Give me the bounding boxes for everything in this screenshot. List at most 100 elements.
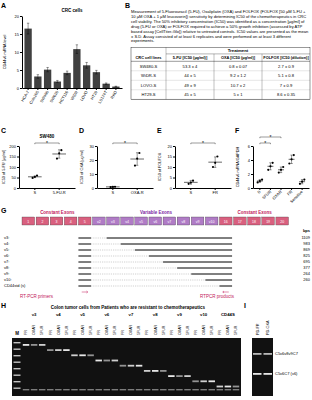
exon <box>50 217 63 225</box>
x-tick: LOVO <box>79 88 89 102</box>
panel-label: A <box>1 2 6 9</box>
bar <box>24 29 31 88</box>
x-axis: SFR <box>176 188 232 195</box>
variant-label: v9: <box>4 271 9 276</box>
error-bar <box>76 45 78 54</box>
marks <box>257 154 306 185</box>
y-tick-mark <box>17 157 19 158</box>
x-tick: RKO <box>109 88 118 100</box>
marks <box>24 23 119 88</box>
product-segment <box>78 262 91 263</box>
y-tick-label: 200 <box>9 144 16 149</box>
y-tick: 10 <box>15 50 22 55</box>
band <box>192 389 198 390</box>
table-cell: 9.2 ± 1.2 <box>230 73 247 78</box>
x-axis: HCA-7Colo205SW480SW620HCT116WiDRLOVOHT29… <box>20 88 123 105</box>
error-bar <box>105 83 107 84</box>
bar <box>34 76 41 88</box>
y-tick-mark <box>251 146 253 147</box>
exon <box>248 217 261 225</box>
x-axis-line <box>176 188 232 189</box>
bar <box>63 73 70 88</box>
band <box>14 349 21 350</box>
y-axis-line <box>253 147 254 189</box>
bar <box>73 49 80 88</box>
x-tick-mark <box>96 88 97 90</box>
error-bar <box>58 150 60 158</box>
y-axis: 0102030 <box>90 144 98 191</box>
variant-label: v6: <box>4 253 9 258</box>
band <box>120 365 126 367</box>
point <box>299 183 301 185</box>
group-label: v4 <box>56 312 61 317</box>
y-axis-line <box>97 147 98 189</box>
product-segment <box>219 286 232 287</box>
band <box>79 354 85 356</box>
error-bar <box>259 180 261 183</box>
band <box>233 389 239 390</box>
significance-label: * <box>202 140 204 146</box>
y-tick-mark <box>251 174 253 175</box>
band-label: C5v6C7 (v6) <box>275 371 298 376</box>
exon <box>22 217 35 225</box>
table-header: OXA [IC50 (µg/ml)] <box>221 55 256 60</box>
band <box>128 365 134 367</box>
exon <box>262 217 275 225</box>
group-label: Constant Exons <box>238 210 273 215</box>
x-tick-label: S <box>111 190 114 195</box>
exon <box>78 217 91 225</box>
y-tick-label: 0 <box>170 186 173 191</box>
y-axis: 05101520 <box>15 14 23 91</box>
band <box>39 344 45 346</box>
table-cell: 53.3 ± 4 <box>183 64 198 69</box>
lane-label: OXAR <box>154 324 158 335</box>
product-segment <box>121 244 232 245</box>
table-cell: 44 ± 5 <box>184 73 196 78</box>
chart: 05101520HCA-7Colo205SW480SW620HCT116WiDR… <box>3 8 123 105</box>
variant-label: v3: <box>4 235 9 240</box>
y-tick: 6 <box>248 144 253 149</box>
exon <box>191 217 204 225</box>
lane-label: FR <box>145 330 149 335</box>
lane-label: FR <box>218 330 222 335</box>
band <box>87 354 93 356</box>
table-cell: 49 ± 9 <box>184 83 196 88</box>
y-tick: 5 <box>170 175 175 180</box>
lane-label: 5FUR <box>137 325 141 335</box>
table-rule <box>262 54 263 99</box>
y-tick-label: 10 <box>15 50 20 55</box>
product-segment <box>78 250 91 251</box>
splice-junction <box>91 238 107 239</box>
band <box>168 389 174 390</box>
product-segment <box>177 268 232 269</box>
splice-junction <box>91 286 219 287</box>
gel-h: Colon tumor cells from Patients who are … <box>12 305 241 396</box>
x-tick-mark <box>86 88 87 90</box>
bar <box>102 84 109 88</box>
x-tick: S <box>33 188 36 195</box>
band <box>23 389 29 390</box>
bar <box>83 65 90 88</box>
mean-line <box>257 181 263 182</box>
y-axis-line <box>22 17 23 89</box>
point <box>288 162 290 164</box>
point <box>192 180 194 182</box>
band <box>200 380 206 382</box>
band <box>63 349 69 351</box>
table-cell: HT29-S <box>141 92 155 97</box>
band <box>14 381 21 382</box>
lane-label: FR <box>24 330 28 335</box>
error-bar <box>190 180 192 184</box>
table-cell: 5 ± 1 <box>233 92 243 97</box>
x-tick: FR <box>286 188 293 196</box>
y-tick: 20 <box>90 158 97 163</box>
exon <box>121 217 134 225</box>
bar <box>112 87 119 88</box>
y-axis-title: IC50 of FOLFOX <box>158 152 162 181</box>
error-bar <box>56 80 58 82</box>
x-tick-mark <box>57 88 58 90</box>
x-tick-label: HT29 <box>89 89 99 101</box>
chart: 05101520SFRIC50 of FOLFOX* <box>158 140 232 195</box>
x-tick-mark <box>47 88 48 90</box>
band <box>209 380 215 382</box>
